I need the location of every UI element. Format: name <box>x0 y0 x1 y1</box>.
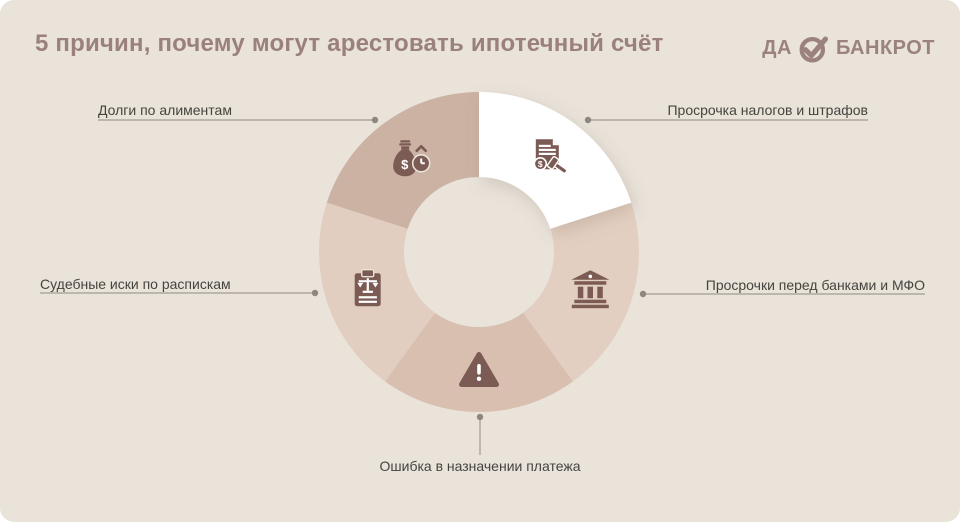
leader-lines <box>40 116 925 455</box>
leader-dot-taxes <box>584 116 592 124</box>
brand-logo: ДА БАНКРОТ <box>762 31 935 65</box>
segment-label-banks: Просрочки перед банками и МФО <box>705 277 925 293</box>
leader-dot-error <box>476 413 484 421</box>
segment-label-taxes: Просрочка налогов и штрафов <box>667 102 868 118</box>
checkmark-circle-icon <box>799 36 828 63</box>
logo-text-bankrot: БАНКРОТ <box>835 36 935 59</box>
segment-label-alimony: Долги по алиментам <box>98 102 232 118</box>
page-title: 5 причин, почему могут арестовать ипотеч… <box>35 30 664 57</box>
segment-label-payment-error: Ошибка в назначении платежа <box>379 458 581 474</box>
scales-clipboard-icon <box>354 269 382 307</box>
leader-dot-banks <box>639 290 647 298</box>
logo-text-da: ДА <box>762 36 792 59</box>
leader-dot-court <box>311 289 319 297</box>
segment-label-court-claims: Судебные иски по распискам <box>40 276 231 292</box>
leader-dot-alimony <box>371 116 379 124</box>
